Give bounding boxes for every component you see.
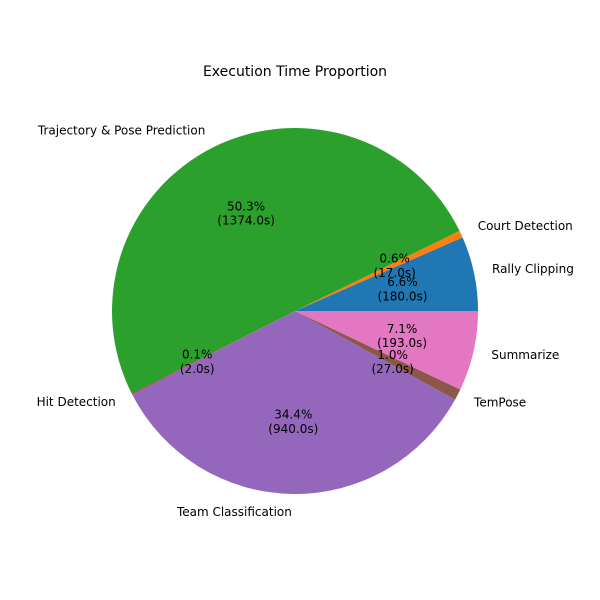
slice-value-rally-clipping: 6.6% (180.0s) <box>377 275 427 303</box>
slice-hit-detection <box>131 311 295 395</box>
slice-summarize <box>295 311 478 390</box>
slice-trajectory-pose-prediction <box>112 128 460 394</box>
slice-tempose <box>295 311 461 400</box>
slice-label-team-classification: Team Classification <box>176 505 292 519</box>
slice-label-court-detection: Court Detection <box>478 219 573 233</box>
slice-label-hit-detection: Hit Detection <box>37 395 116 409</box>
slice-label-tempose: TemPose <box>473 396 526 410</box>
slice-label-rally-clipping: Rally Clipping <box>492 262 574 276</box>
slice-value-team-classification: 34.4% (940.0s) <box>268 407 318 435</box>
slice-rally-clipping <box>295 237 478 311</box>
chart-title: Execution Time Proportion <box>203 64 387 80</box>
slice-label-summarize: Summarize <box>491 348 559 362</box>
pie-slices <box>112 128 478 494</box>
slice-value-summarize: 7.1% (193.0s) <box>377 322 427 350</box>
slice-court-detection <box>295 230 463 311</box>
slice-team-classification <box>132 311 456 494</box>
slice-labels: Rally Clipping Court Detection Trajectory … <box>37 123 574 519</box>
slice-value-trajectory-pose-prediction: 50.3% (1374.0s) <box>217 199 275 227</box>
slice-value-labels: 6.6% (180.0s)0.6% (17.0s) 50.3% (1374.0s) 0.1… <box>180 199 428 435</box>
slice-label-trajectory-pose-prediction: Trajectory & Pose Prediction <box>37 123 205 137</box>
slice-value-tempose: 1.0% (27.0s) <box>371 348 413 376</box>
slice-value-hit-detection: 0.1% (2.0s) <box>180 348 215 376</box>
slice-value-court-detection: 0.6% (17.0s) <box>373 251 415 279</box>
